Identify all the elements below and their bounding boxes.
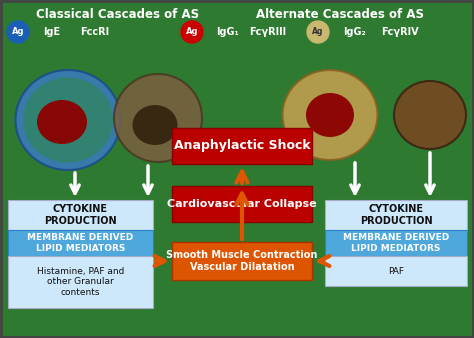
Ellipse shape (306, 93, 354, 137)
Text: Anaphylactic Shock: Anaphylactic Shock (173, 140, 310, 152)
Text: CYTOKINE
PRODUCTION: CYTOKINE PRODUCTION (360, 204, 432, 226)
Text: Ag: Ag (312, 27, 324, 37)
FancyBboxPatch shape (8, 256, 153, 308)
FancyBboxPatch shape (325, 200, 467, 230)
FancyBboxPatch shape (8, 230, 153, 256)
Circle shape (307, 21, 329, 43)
Text: Ag: Ag (12, 27, 24, 37)
Ellipse shape (283, 70, 377, 160)
Ellipse shape (394, 81, 466, 149)
FancyBboxPatch shape (325, 230, 467, 256)
FancyBboxPatch shape (172, 128, 312, 164)
Text: FcγRIII: FcγRIII (249, 27, 287, 37)
Text: CYTOKINE
PRODUCTION: CYTOKINE PRODUCTION (44, 204, 117, 226)
Text: Smooth Muscle Contraction
Vascular Dilatation: Smooth Muscle Contraction Vascular Dilat… (166, 250, 318, 272)
Ellipse shape (16, 70, 120, 170)
Circle shape (181, 21, 203, 43)
Text: Histamine, PAF and
other Granular
contents: Histamine, PAF and other Granular conten… (37, 267, 124, 297)
Text: FcγRIV: FcγRIV (381, 27, 419, 37)
Text: MEMBRANE DERIVED
LIPID MEDIATORS: MEMBRANE DERIVED LIPID MEDIATORS (343, 233, 449, 253)
Text: FccRI: FccRI (81, 27, 109, 37)
Text: Cardiovascular Collapse: Cardiovascular Collapse (167, 199, 317, 209)
Text: Classical Cascades of AS: Classical Cascades of AS (36, 8, 200, 21)
Text: Alternate Cascades of AS: Alternate Cascades of AS (256, 8, 424, 21)
Text: IgE: IgE (44, 27, 61, 37)
Ellipse shape (133, 105, 177, 145)
Text: IgG₂: IgG₂ (344, 27, 366, 37)
Ellipse shape (114, 74, 202, 162)
Text: IgG₁: IgG₁ (217, 27, 239, 37)
Text: MEMBRANE DERIVED
LIPID MEDIATORS: MEMBRANE DERIVED LIPID MEDIATORS (27, 233, 134, 253)
FancyBboxPatch shape (8, 200, 153, 230)
Ellipse shape (23, 77, 113, 163)
FancyBboxPatch shape (172, 242, 312, 280)
Text: PAF: PAF (388, 266, 404, 275)
Text: Ag: Ag (186, 27, 198, 37)
Ellipse shape (37, 100, 87, 144)
FancyBboxPatch shape (325, 256, 467, 286)
Circle shape (7, 21, 29, 43)
FancyBboxPatch shape (172, 186, 312, 222)
